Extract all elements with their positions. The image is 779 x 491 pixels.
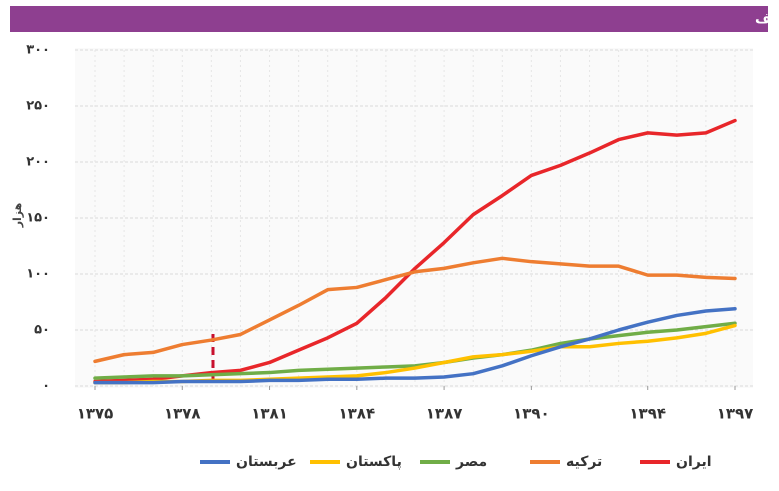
x-tick-label: ۱۳۸۷ bbox=[426, 405, 463, 423]
y-tick-label: ۰ bbox=[42, 379, 50, 394]
title-bar bbox=[10, 6, 768, 32]
series-line bbox=[93, 321, 737, 380]
legend-label: مصر bbox=[455, 454, 487, 470]
y-tick-label: ۱۵۰ bbox=[26, 211, 50, 226]
x-tick-label: ۱۳۸۴ bbox=[339, 405, 376, 423]
y-tick-label: ۱۰۰ bbox=[26, 267, 50, 282]
legend-label: عربستان bbox=[236, 454, 297, 470]
x-tick-label: ۱۳۸۱ bbox=[251, 405, 288, 423]
x-tick-label: ۱۳۹۰ bbox=[513, 405, 550, 423]
legend-label: پاکستان bbox=[346, 454, 402, 470]
y-tick-label: ۲۵۰ bbox=[26, 99, 50, 114]
chart-title: نمودار نرخ تجمعی خوداستنادی مقالات نمایه… bbox=[755, 11, 779, 27]
y-axis-label: هزار bbox=[11, 203, 24, 229]
legend-label: ایران bbox=[676, 454, 712, 470]
y-tick-label: ۵۰ bbox=[34, 323, 50, 338]
x-tick-label: ۱۳۷۸ bbox=[164, 405, 201, 423]
y-tick-label: ۳۰۰ bbox=[26, 43, 50, 58]
x-tick-label: ۱۳۹۷ bbox=[717, 405, 754, 423]
y-tick-label: ۲۰۰ bbox=[26, 155, 50, 170]
x-tick-label: ۱۳۹۴ bbox=[629, 405, 666, 423]
series-line bbox=[93, 256, 737, 364]
legend-label: ترکیه bbox=[566, 454, 602, 470]
series-line bbox=[93, 306, 737, 385]
x-tick-label: ۱۳۷۵ bbox=[77, 405, 114, 423]
